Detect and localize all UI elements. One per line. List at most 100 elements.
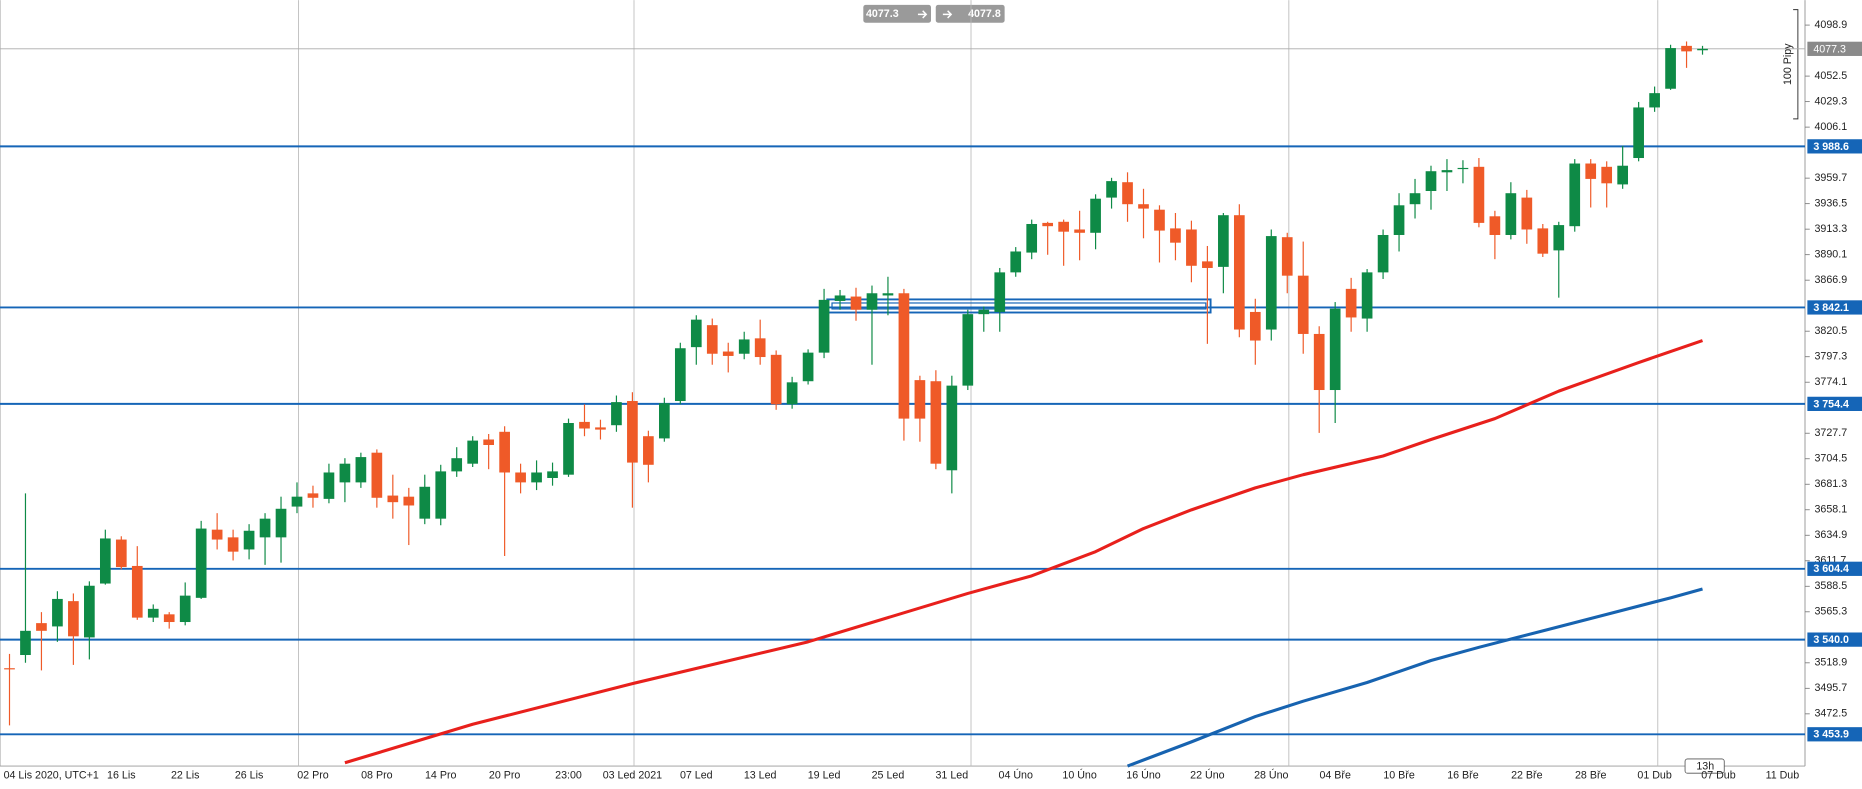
candle-body [1553, 225, 1565, 251]
candle-body [211, 529, 223, 540]
candle-body [515, 472, 526, 483]
candle-body [1233, 215, 1245, 330]
y-tick-label: 3820.5 [1815, 325, 1848, 337]
candle-body [259, 518, 271, 538]
y-tick-label: 3913.3 [1815, 223, 1848, 235]
candle-body [1249, 311, 1261, 341]
candle-body [1058, 221, 1069, 232]
candle-body [147, 608, 159, 618]
candle-body [1409, 193, 1421, 205]
candle-body [659, 403, 670, 439]
x-tick-label: 16 Úno [1126, 768, 1160, 781]
candle-body [163, 614, 175, 623]
moving-average-line [1126, 587, 1703, 768]
candle-body [1665, 48, 1676, 89]
candle-body [323, 472, 335, 499]
candle-body [1457, 167, 1469, 170]
candle-body [674, 348, 686, 402]
candle-body [738, 339, 750, 354]
candle-body [818, 299, 830, 353]
y-tick-label: 3959.7 [1815, 172, 1848, 184]
candle-body [1585, 163, 1597, 179]
x-tick-label: 04 Úno [999, 768, 1033, 781]
candle-body [1537, 228, 1549, 254]
level-label-box [1807, 727, 1862, 742]
y-tick-label: 3936.5 [1815, 197, 1848, 209]
x-tick-label: 20 Pro [489, 769, 521, 781]
candle-body [882, 293, 894, 296]
candle-body [1489, 216, 1501, 235]
candle-body [1218, 215, 1229, 267]
x-tick-label: 13 Led [744, 769, 777, 781]
candle-body [195, 528, 207, 598]
level-label-box [1807, 139, 1862, 154]
candle-body [579, 421, 590, 429]
price-boxes: 4077.3 4077.8 [863, 4, 1005, 23]
y-tick-label: 3890.1 [1815, 248, 1848, 260]
candle-body [483, 439, 494, 445]
y-tick-label: 3634.9 [1815, 529, 1848, 541]
candle-body [1026, 223, 1038, 253]
level-label: 3 540.0 [1813, 634, 1849, 646]
candle-body [1345, 288, 1357, 318]
level-label: 3 842.1 [1813, 302, 1849, 314]
candle-body [115, 539, 127, 568]
x-tick-label: 16 Lis [107, 769, 135, 781]
candle-body [52, 598, 63, 627]
candle-body [387, 495, 399, 503]
candle-body [770, 354, 782, 405]
price-box [935, 4, 1005, 23]
candle-body [1697, 48, 1708, 51]
x-tick-label: 22 Lis [171, 769, 199, 781]
candle-body [1265, 236, 1277, 330]
price-box-text: 4077.3 [866, 8, 899, 20]
x-tick-label: 19 Led [808, 769, 841, 781]
candle-body [1042, 222, 1054, 227]
range-bracket: 100 Pipy [1782, 9, 1799, 120]
candle-body [499, 431, 510, 473]
candle-body [467, 440, 479, 464]
candle-body [1569, 163, 1581, 227]
candle-body [275, 508, 287, 538]
candle-body [131, 565, 143, 618]
y-tick-label: 3565.3 [1815, 606, 1848, 618]
arrow-icon [942, 10, 953, 19]
y-tick-label: 3866.9 [1815, 274, 1848, 286]
level-label-box [1807, 396, 1862, 411]
last-price-box [1807, 41, 1862, 56]
y-tick-label: 4006.1 [1815, 121, 1848, 133]
x-tick-label: 10 Úno [1062, 768, 1096, 781]
candle-body [627, 401, 638, 463]
level-label: 3 754.4 [1813, 398, 1849, 410]
x-tick-label: 11 Dub [1766, 769, 1800, 781]
candle-body [643, 436, 654, 465]
candle-body [1010, 251, 1022, 273]
candle-body [1633, 107, 1644, 159]
candle-body [1297, 275, 1309, 334]
candle-body [850, 296, 862, 310]
candle-body [4, 668, 15, 670]
candle-body [1202, 261, 1213, 268]
x-tick-label: 16 Bře [1447, 769, 1479, 781]
candle-body [547, 471, 558, 478]
candle-body [690, 319, 702, 348]
x-tick-label: 10 Bře [1383, 769, 1415, 781]
candle-body [1505, 193, 1517, 235]
x-tick-label: 22 Úno [1190, 768, 1224, 781]
candle-body [36, 623, 47, 631]
candle-body [1313, 333, 1325, 391]
bracket [1793, 9, 1799, 120]
x-tick-label: 02 Pro [297, 769, 329, 781]
candle-body [339, 463, 351, 483]
level-label-box [1807, 632, 1862, 647]
candle-body [84, 585, 95, 638]
range-label: 100 Pipy [1782, 43, 1794, 85]
candle-body [371, 452, 383, 498]
candle-body [1106, 181, 1117, 198]
candle-body [754, 338, 766, 358]
level-label-box [1807, 300, 1862, 315]
time-tag-box [1684, 758, 1725, 774]
x-tick-label: 25 Led [872, 769, 905, 781]
y-tick-label: 4098.9 [1815, 19, 1848, 31]
x-tick-label: 07 Led [680, 769, 713, 781]
